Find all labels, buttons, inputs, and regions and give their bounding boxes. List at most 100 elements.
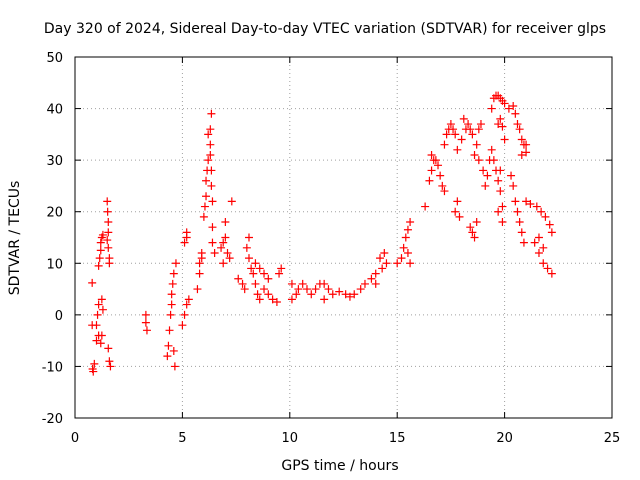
data-point: [206, 140, 215, 149]
data-point: [264, 274, 273, 283]
data-point: [427, 166, 436, 175]
data-point: [541, 212, 550, 221]
data-point: [96, 339, 105, 348]
data-point: [494, 176, 503, 185]
data-point: [494, 207, 503, 216]
data-point: [97, 331, 106, 340]
data-point: [167, 290, 176, 299]
data-point: [249, 269, 258, 278]
data-point: [468, 228, 477, 237]
data-point: [335, 287, 344, 296]
data-point: [253, 290, 262, 299]
data-point: [200, 202, 209, 211]
data-point: [165, 326, 174, 335]
data-point: [207, 181, 216, 190]
data-point: [498, 218, 507, 227]
data-point: [434, 161, 443, 170]
data-point: [496, 114, 505, 123]
data-point: [341, 290, 350, 299]
data-point: [494, 120, 503, 129]
data-point: [166, 310, 175, 319]
data-point: [141, 318, 150, 327]
data-point: [401, 233, 410, 242]
data-point: [311, 285, 320, 294]
data-point: [238, 279, 247, 288]
data-point: [442, 130, 451, 139]
data-point: [105, 357, 114, 366]
data-point: [470, 150, 479, 159]
data-point: [94, 300, 103, 309]
data-point: [371, 269, 380, 278]
data-point: [240, 285, 249, 294]
data-point: [221, 233, 230, 242]
data-point: [360, 279, 369, 288]
data-point: [141, 310, 150, 319]
data-point: [515, 125, 524, 134]
data-point: [436, 171, 445, 180]
data-points: [88, 91, 556, 376]
data-point: [268, 295, 277, 304]
y-tick-label: 20: [46, 206, 63, 221]
data-point: [517, 228, 526, 237]
data-point: [515, 218, 524, 227]
data-point: [500, 99, 509, 108]
data-point: [504, 104, 513, 113]
y-tick-label: 40: [46, 103, 63, 118]
data-point: [427, 150, 436, 159]
data-point: [449, 125, 458, 134]
data-point: [207, 109, 216, 118]
data-point: [251, 279, 260, 288]
data-point: [489, 156, 498, 165]
x-tick-label: 0: [71, 431, 79, 446]
data-point: [103, 207, 112, 216]
data-point: [440, 140, 449, 149]
data-point: [530, 238, 539, 247]
data-point: [103, 197, 112, 206]
y-tick-label: 30: [46, 154, 63, 169]
data-point: [104, 218, 113, 227]
data-point: [324, 285, 333, 294]
data-point: [208, 223, 217, 232]
data-point: [202, 176, 211, 185]
data-point: [406, 259, 415, 268]
data-point: [397, 254, 406, 263]
data-point: [204, 156, 213, 165]
data-point: [244, 254, 253, 263]
data-point: [496, 187, 505, 196]
y-tick-label: -20: [42, 412, 63, 427]
data-point: [89, 367, 98, 376]
data-point: [221, 218, 230, 227]
data-point: [459, 114, 468, 123]
data-point: [457, 135, 466, 144]
data-point: [255, 295, 264, 304]
data-point: [403, 225, 412, 234]
axis-ticks: 0 5 10 15 20 25 -20 -10 0 10 20 30 40 50: [42, 51, 621, 446]
data-point: [171, 259, 180, 268]
data-point: [182, 228, 191, 237]
data-point: [195, 269, 204, 278]
data-point: [104, 243, 113, 252]
data-point: [509, 181, 518, 190]
data-point: [272, 297, 281, 306]
data-point: [202, 192, 211, 201]
data-point: [287, 295, 296, 304]
data-point: [425, 176, 434, 185]
data-point: [97, 295, 106, 304]
data-point: [507, 171, 516, 180]
data-point: [468, 130, 477, 139]
data-point: [543, 264, 552, 273]
data-point: [197, 248, 206, 257]
data-point: [94, 261, 103, 270]
data-point: [532, 202, 541, 211]
data-point: [180, 310, 189, 319]
data-point: [393, 259, 402, 268]
data-point: [522, 148, 531, 157]
y-tick-label: 50: [46, 51, 63, 66]
x-tick-label: 25: [604, 431, 621, 446]
data-point: [287, 279, 296, 288]
data-point: [513, 120, 522, 129]
data-point: [464, 120, 473, 129]
data-point: [170, 362, 179, 371]
data-point: [406, 218, 415, 227]
